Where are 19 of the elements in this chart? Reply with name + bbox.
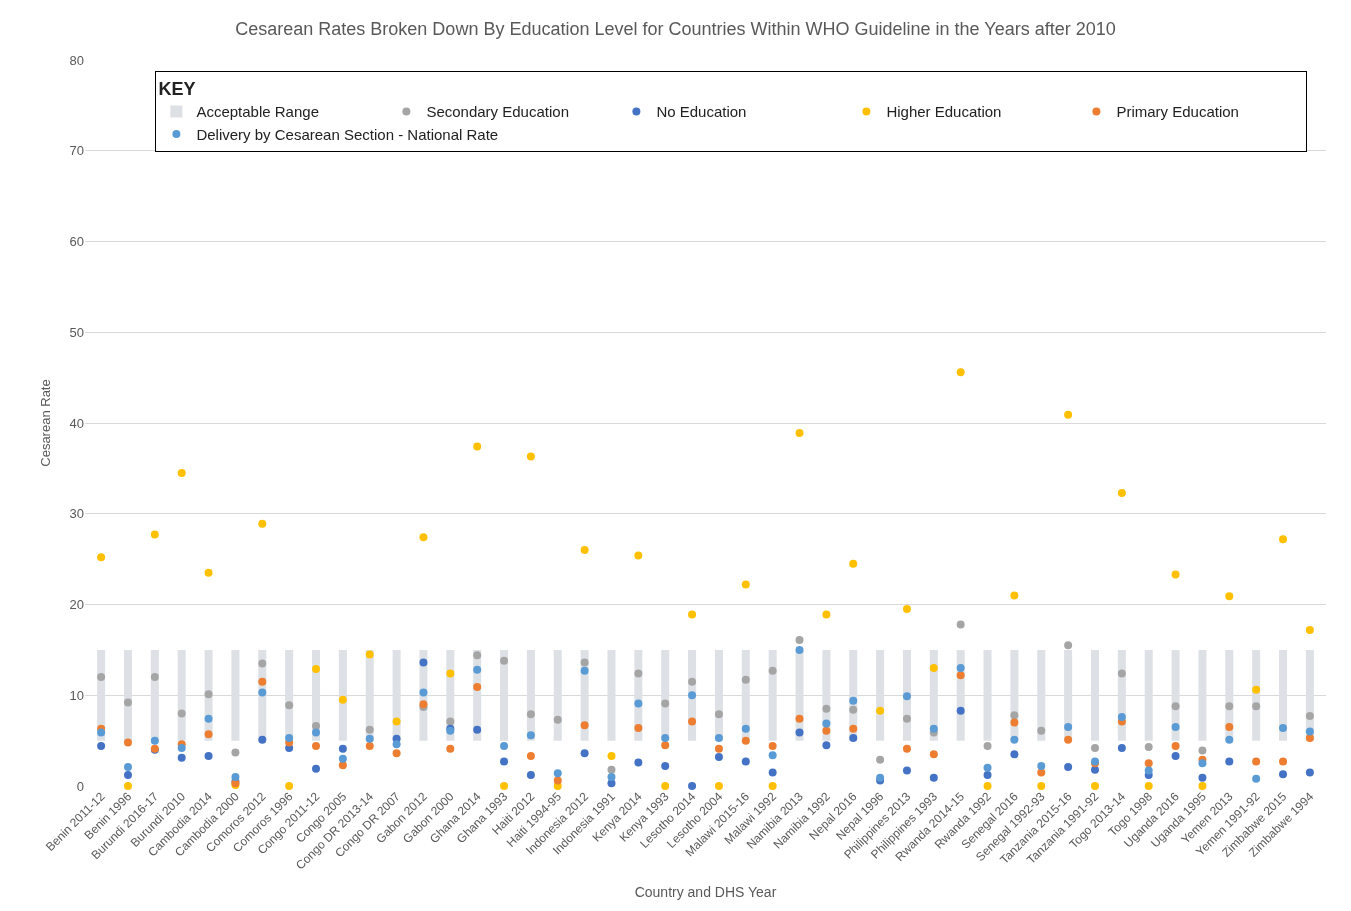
y-tick-label: 50 bbox=[69, 324, 84, 340]
y-tick-label: 20 bbox=[69, 597, 84, 613]
y-tick-label: 0 bbox=[76, 778, 84, 794]
y-tick-label: 70 bbox=[69, 143, 84, 159]
y-tick-label: 10 bbox=[69, 687, 84, 703]
y-tick-label: 60 bbox=[69, 234, 84, 250]
legend-label: Delivery by Cesarean Section - National Rate bbox=[196, 125, 499, 143]
legend-label: Primary Education bbox=[1116, 103, 1239, 121]
y-axis-title: Cesarean Rate bbox=[38, 379, 54, 467]
legend-label: No Education bbox=[656, 103, 747, 121]
legend-label: Acceptable Range bbox=[196, 103, 319, 121]
legend-label: Higher Education bbox=[886, 103, 1002, 121]
y-tick-label: 40 bbox=[69, 415, 84, 431]
y-tick-label: 30 bbox=[69, 506, 84, 522]
chart-title: Cesarean Rates Broken Down By Education Level for Countries Within WHO Guideline in the Years after 2010 bbox=[235, 19, 1116, 40]
y-tick-label: 80 bbox=[69, 52, 84, 68]
x-axis-title: Country and DHS Year bbox=[634, 883, 777, 900]
legend-title: KEY bbox=[158, 79, 196, 100]
legend-label: Secondary Education bbox=[426, 103, 569, 121]
